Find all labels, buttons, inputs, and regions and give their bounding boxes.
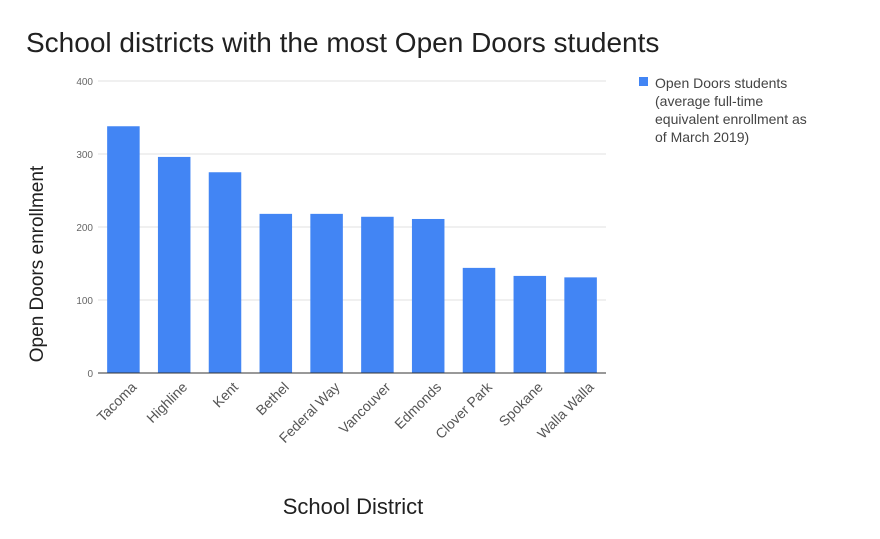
bar-kent [208,172,242,373]
x-tick-label: Highline [143,379,190,426]
y-tick-label: 300 [76,150,93,161]
legend-swatch [639,77,648,86]
y-tick-label: 400 [76,77,93,88]
bar-walla-walla [564,277,597,373]
y-axis-title: Open Doors enrollment [27,165,48,362]
x-tick-label: Edmonds [391,379,444,432]
x-tick-label: Spokane [496,379,547,430]
bar-bethel [259,213,293,373]
legend: Open Doors students (average full-time e… [639,75,811,145]
legend-label-line-3: equivalent enrollment as [655,111,807,127]
y-tick-label: 200 [76,223,93,234]
bar-federal-way [310,213,343,373]
legend-label-line-1: Open Doors students [655,75,787,91]
x-tick-label: Kent [209,379,241,411]
bar-highline [157,156,191,373]
y-axis-ticks: 0 100 200 300 400 [76,77,93,380]
x-tick-label: Tacoma [94,379,140,425]
x-axis-title: School District [283,494,424,519]
y-tick-label: 100 [76,296,93,307]
bars [107,126,597,373]
bar-vancouver [361,216,394,373]
bar-edmonds [411,218,445,373]
legend-label-line-2: (average full-time [655,93,763,109]
x-tick-label: Vancouver [336,379,394,437]
legend-label: Open Doors students (average full-time e… [655,75,811,145]
bar-tacoma [107,126,140,373]
bar-spokane [513,275,547,373]
x-tick-label: Bethel [253,379,292,418]
bar-clover-park [462,267,496,373]
chart-title: School districts with the most Open Door… [26,27,659,58]
y-tick-label: 0 [87,369,93,380]
legend-label-line-4: of March 2019) [655,129,749,145]
